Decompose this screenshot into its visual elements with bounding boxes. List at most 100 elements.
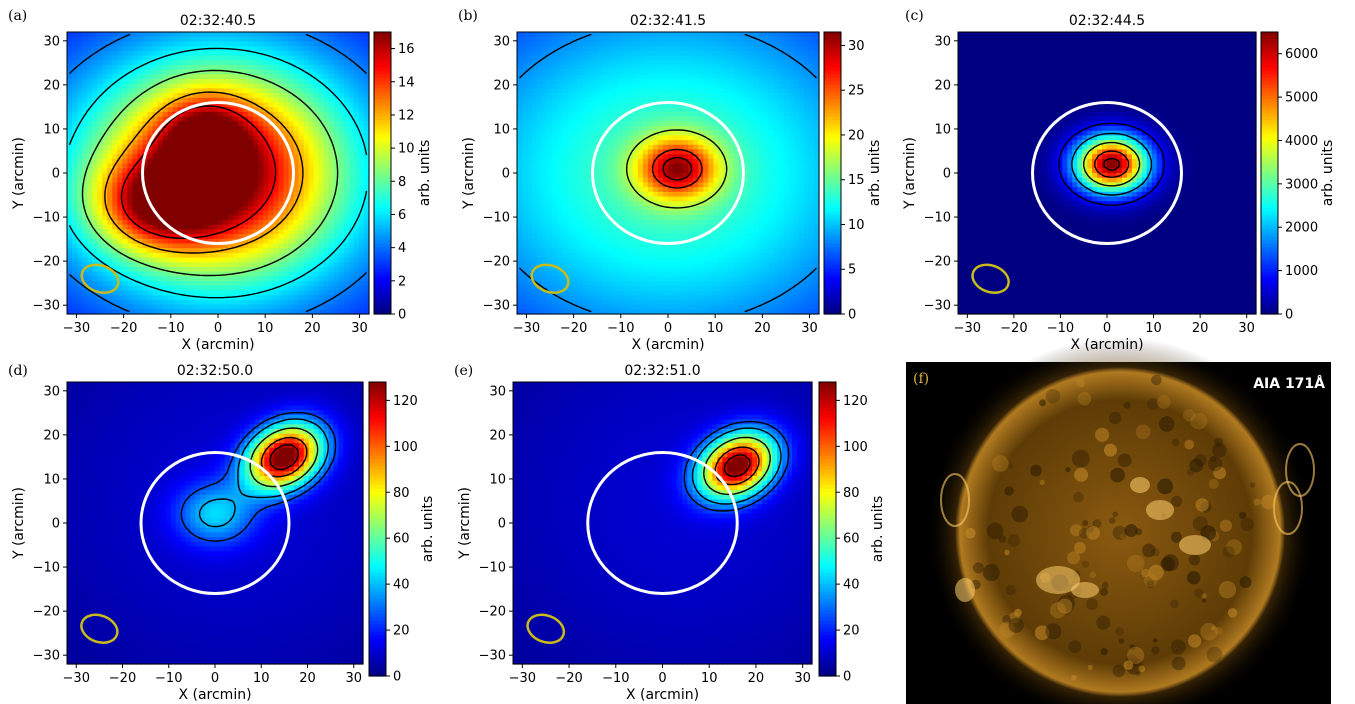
- heatmap-cell: [258, 144, 264, 151]
- heatmap-cell: [207, 50, 214, 57]
- heatmap-cell: [808, 55, 815, 61]
- heatmap-cell: [157, 158, 164, 165]
- heatmap-cell: [197, 309, 204, 315]
- heatmap-cell: [82, 271, 88, 277]
- heatmap-cell: [522, 102, 528, 108]
- heatmap-cell: [107, 201, 113, 207]
- heatmap-cell: [738, 116, 745, 122]
- heatmap-cell: [202, 220, 209, 226]
- heatmap-cell: [308, 295, 315, 301]
- heatmap-cell: [268, 257, 274, 263]
- heatmap-cell: [268, 50, 274, 57]
- heatmap-cell: [298, 83, 305, 89]
- heatmap-cell: [348, 46, 355, 52]
- heatmap-cell: [313, 83, 320, 89]
- heatmap-cell: [303, 229, 310, 235]
- heatmap-cell: [313, 177, 320, 183]
- colorbar-segment: [374, 296, 391, 301]
- heatmap-cell: [223, 304, 229, 310]
- heatmap-cell: [67, 276, 73, 282]
- colorbar-segment: [374, 53, 391, 58]
- heatmap-cell: [348, 238, 355, 245]
- heatmap-cell: [358, 201, 365, 207]
- heatmap-cell: [72, 257, 78, 263]
- heatmap-cell: [358, 140, 365, 146]
- heatmap-cell: [527, 46, 533, 52]
- heatmap-cell: [97, 243, 103, 249]
- heatmap-cell: [238, 116, 244, 122]
- heatmap-cell: [72, 126, 78, 132]
- heatmap-cell: [112, 32, 118, 38]
- heatmap-cell: [343, 116, 350, 122]
- heatmap-cell: [652, 64, 659, 71]
- heatmap-cell: [328, 309, 335, 315]
- heatmap-cell: [122, 154, 128, 160]
- heatmap-cell: [363, 97, 370, 104]
- heatmap-cell: [698, 50, 704, 57]
- heatmap-cell: [343, 130, 350, 136]
- heatmap-cell: [152, 295, 159, 301]
- heatmap-cell: [673, 64, 679, 71]
- heatmap-cell: [263, 149, 269, 155]
- heatmap-cell: [167, 304, 174, 310]
- heatmap-cell: [617, 46, 624, 52]
- heatmap-cell: [778, 126, 785, 132]
- heatmap-cell: [187, 102, 194, 108]
- heatmap-cell: [253, 144, 259, 151]
- heatmap-cell: [698, 46, 704, 52]
- heatmap-cell: [142, 126, 149, 132]
- heatmap-cell: [248, 46, 254, 52]
- colorbar-segment: [374, 254, 391, 259]
- heatmap-cell: [182, 257, 189, 263]
- heatmap-cell: [318, 177, 325, 183]
- heatmap-cell: [233, 215, 239, 221]
- heatmap-cell: [557, 88, 563, 94]
- heatmap-cell: [187, 182, 194, 188]
- heatmap-cell: [313, 248, 320, 254]
- heatmap-cell: [572, 46, 578, 52]
- heatmap-cell: [258, 64, 264, 71]
- heatmap-cell: [273, 107, 279, 113]
- heatmap-cell: [182, 135, 189, 141]
- heatmap-cell: [122, 309, 128, 315]
- heatmap-cell: [333, 173, 340, 179]
- heatmap-cell: [268, 116, 274, 122]
- heatmap-cell: [192, 46, 199, 52]
- heatmap-cell: [92, 196, 98, 202]
- heatmap-cell: [308, 36, 315, 42]
- heatmap-cell: [632, 36, 639, 42]
- heatmap-cell: [112, 205, 118, 212]
- heatmap-cell: [708, 126, 714, 132]
- heatmap-cell: [147, 238, 154, 245]
- heatmap-cell: [172, 79, 179, 85]
- heatmap-cell: [248, 304, 254, 310]
- heatmap-cell: [273, 243, 279, 249]
- heatmap-cell: [77, 50, 83, 57]
- heatmap-cell: [243, 201, 249, 207]
- heatmap-cell: [283, 144, 290, 151]
- heatmap-cell: [172, 224, 179, 230]
- heatmap-cell: [117, 187, 123, 193]
- heatmap-cell: [703, 46, 709, 52]
- heatmap-cell: [808, 93, 815, 99]
- heatmap-cell: [212, 196, 219, 202]
- heatmap-cell: [107, 46, 113, 52]
- heatmap-cell: [293, 50, 300, 57]
- heatmap-cell: [562, 126, 568, 132]
- heatmap-cell: [323, 32, 330, 38]
- heatmap-cell: [202, 215, 209, 221]
- heatmap-cell: [162, 224, 169, 230]
- heatmap-cell: [278, 126, 285, 132]
- heatmap-cell: [597, 79, 604, 85]
- heatmap-cell: [517, 55, 523, 61]
- heatmap-cell: [283, 74, 290, 80]
- heatmap-cell: [602, 107, 609, 113]
- heatmap-cell: [587, 55, 594, 61]
- heatmap-cell: [348, 191, 355, 198]
- heatmap-cell: [87, 295, 93, 301]
- heatmap-cell: [207, 74, 214, 80]
- heatmap-cell: [632, 32, 639, 38]
- heatmap-cell: [127, 32, 134, 38]
- heatmap-cell: [187, 173, 194, 179]
- heatmap-cell: [313, 168, 320, 174]
